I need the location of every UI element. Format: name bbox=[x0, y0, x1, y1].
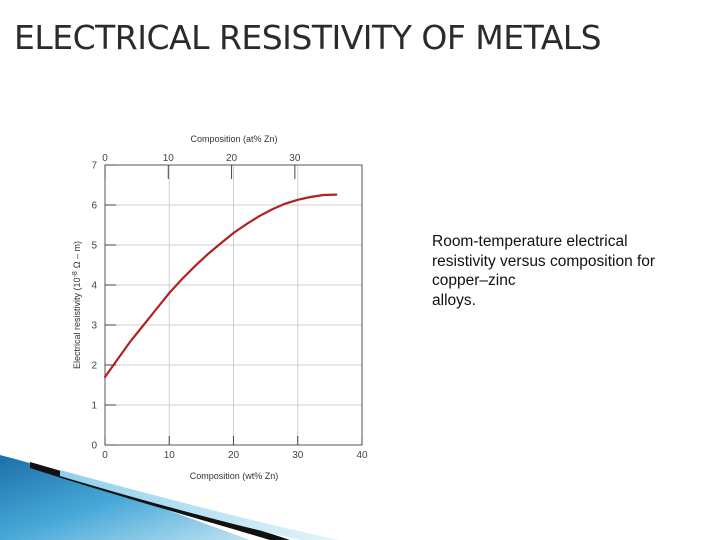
y-tick-label: 4 bbox=[91, 281, 97, 292]
caption-line-1: Room-temperature electrical bbox=[432, 233, 628, 250]
x2-axis-title: Composition (at% Zn) bbox=[190, 134, 277, 144]
x2-tick-label: 10 bbox=[163, 153, 175, 164]
caption-line-2: resistivity versus composition for bbox=[432, 252, 656, 270]
y-tick-label: 6 bbox=[91, 201, 97, 212]
chart-ticks: 0 10 20 30 40 0 10 20 30 0 1 2 3 4 5 6 7 bbox=[91, 153, 368, 461]
slide-title: ELECTRICAL RESISTIVITY OF METALS bbox=[14, 18, 602, 57]
y-tick-label: 2 bbox=[91, 361, 97, 372]
x-axis-title: Composition (wt% Zn) bbox=[190, 471, 279, 481]
y-tick-label: 1 bbox=[91, 401, 97, 412]
x-tick-label: 20 bbox=[228, 450, 240, 461]
chart-grid bbox=[105, 165, 362, 445]
chart-background bbox=[56, 132, 372, 482]
y-tick-label: 5 bbox=[91, 241, 97, 252]
x-tick-label: 40 bbox=[356, 450, 368, 461]
x2-tick-label: 30 bbox=[289, 153, 301, 164]
y-tick-label: 0 bbox=[91, 441, 97, 452]
y-tick-label: 7 bbox=[91, 161, 97, 172]
series-line bbox=[103, 193, 338, 379]
x-tick-label: 30 bbox=[292, 450, 304, 461]
x2-tick-label: 0 bbox=[102, 153, 108, 164]
caption-line-4: alloys. bbox=[432, 291, 476, 309]
y-axis-title: Electrical resistivity (10-8 Ω – m) bbox=[72, 241, 83, 369]
y-axis-title-main: Electrical resistivity (10 bbox=[72, 277, 82, 369]
x-tick-label: 0 bbox=[102, 450, 108, 461]
y-axis-title-exp: -8 bbox=[72, 271, 79, 277]
y-tick-label: 3 bbox=[91, 321, 97, 332]
slide-caption: Room-temperature electrical resistivity … bbox=[432, 232, 712, 310]
x2-tick-label: 20 bbox=[226, 153, 238, 164]
x-tick-label: 10 bbox=[164, 450, 176, 461]
y-axis-title-unit: Ω – m) bbox=[72, 241, 82, 268]
caption-line-3: copper–zinc bbox=[432, 272, 516, 289]
